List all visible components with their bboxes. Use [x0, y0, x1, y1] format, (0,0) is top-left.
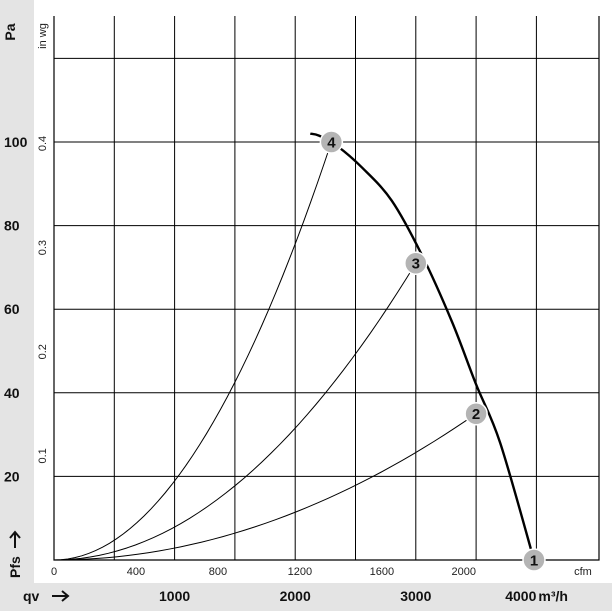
- m3h-tick-label: 3000: [400, 588, 431, 604]
- operating-point-marker: 1: [522, 548, 546, 572]
- pa-unit-label: Pa: [2, 23, 18, 40]
- system-curve: [53, 262, 417, 561]
- inwg-unit-label: in wg: [37, 23, 49, 49]
- system-curve: [53, 413, 477, 561]
- cfm-tick-label: 1600: [370, 566, 394, 578]
- operating-point-label: 1: [530, 553, 538, 570]
- operating-point-label: 4: [327, 135, 336, 152]
- operating-point-marker: 3: [404, 251, 428, 275]
- m3h-tick-label: 1000: [159, 588, 190, 604]
- plot-frame: [53, 16, 600, 561]
- m3h-tick-label: 4000: [505, 588, 536, 604]
- pa-tick-label: 40: [4, 385, 20, 401]
- operating-point-circle: [522, 548, 546, 572]
- inwg-tick-label: 0.4: [37, 136, 49, 151]
- operating-point-marker: 2: [464, 401, 488, 426]
- operating-point-circle: [319, 130, 344, 154]
- cfm-tick-label: 2000: [452, 566, 476, 578]
- cfm-tick-label: 800: [209, 566, 227, 578]
- pa-tick-label: 80: [4, 218, 20, 234]
- pfs-label: Pfs: [7, 556, 23, 578]
- grid: [53, 16, 600, 561]
- operating-point-marker: 4: [319, 130, 344, 154]
- cfm-tick-label: 0: [51, 566, 57, 578]
- axis-labels: 20 40 60 80 100 Pa 0.1 0.2 0.3 0.4 in wg Pfs 0 400 800…: [2, 23, 592, 604]
- operating-point-circle: [464, 401, 488, 426]
- cfm-tick-label: 1200: [288, 566, 312, 578]
- cfm-tick-label: 400: [127, 566, 145, 578]
- pa-tick-label: 100: [4, 134, 28, 150]
- m3h-tick-label: 2000: [280, 588, 311, 604]
- qv-arrow-icon: [52, 590, 70, 602]
- qv-label: qv: [23, 588, 40, 604]
- curves: [53, 132, 536, 561]
- pfs-axis-title: Pfs: [7, 530, 23, 578]
- left-axis-band: [0, 0, 34, 611]
- pfs-arrow-icon: [9, 530, 21, 548]
- bottom-axis-band: [0, 583, 612, 611]
- inwg-tick-label: 0.3: [37, 240, 49, 255]
- operating-point-circle: [404, 251, 428, 275]
- pa-tick-label: 20: [4, 468, 20, 484]
- system-curve: [53, 141, 332, 561]
- operating-point-label: 2: [472, 406, 480, 423]
- inwg-tick-label: 0.1: [37, 448, 49, 463]
- pa-tick-label: 60: [4, 301, 20, 317]
- operating-points: 1 2 3 4: [319, 130, 546, 572]
- operating-point-label: 3: [412, 256, 420, 273]
- fan-curve: [310, 132, 536, 561]
- m3h-unit-label: m³/h: [538, 588, 568, 604]
- cfm-unit-label: cfm: [574, 566, 592, 578]
- inwg-tick-label: 0.2: [37, 344, 49, 359]
